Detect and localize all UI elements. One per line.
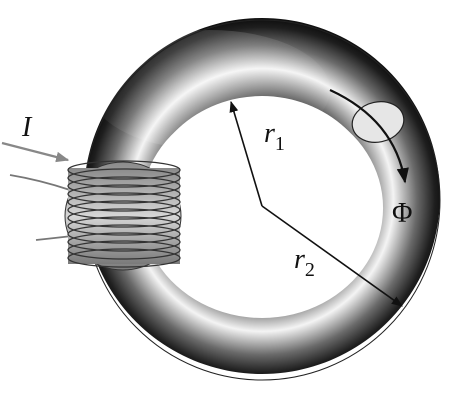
flux-label: Φ xyxy=(392,198,412,229)
outer-radius-label: r2 xyxy=(294,244,315,281)
coil-winding xyxy=(64,160,182,271)
current-label: I xyxy=(21,112,33,143)
radius-r1-line xyxy=(229,100,263,207)
current-arrow xyxy=(1,141,70,163)
flux-arrow xyxy=(329,89,409,184)
coil-lead-top xyxy=(9,174,71,191)
radius-r2-line xyxy=(261,205,403,307)
coil-lead-bottom xyxy=(35,235,73,241)
inner-radius-label: r1 xyxy=(264,118,285,155)
